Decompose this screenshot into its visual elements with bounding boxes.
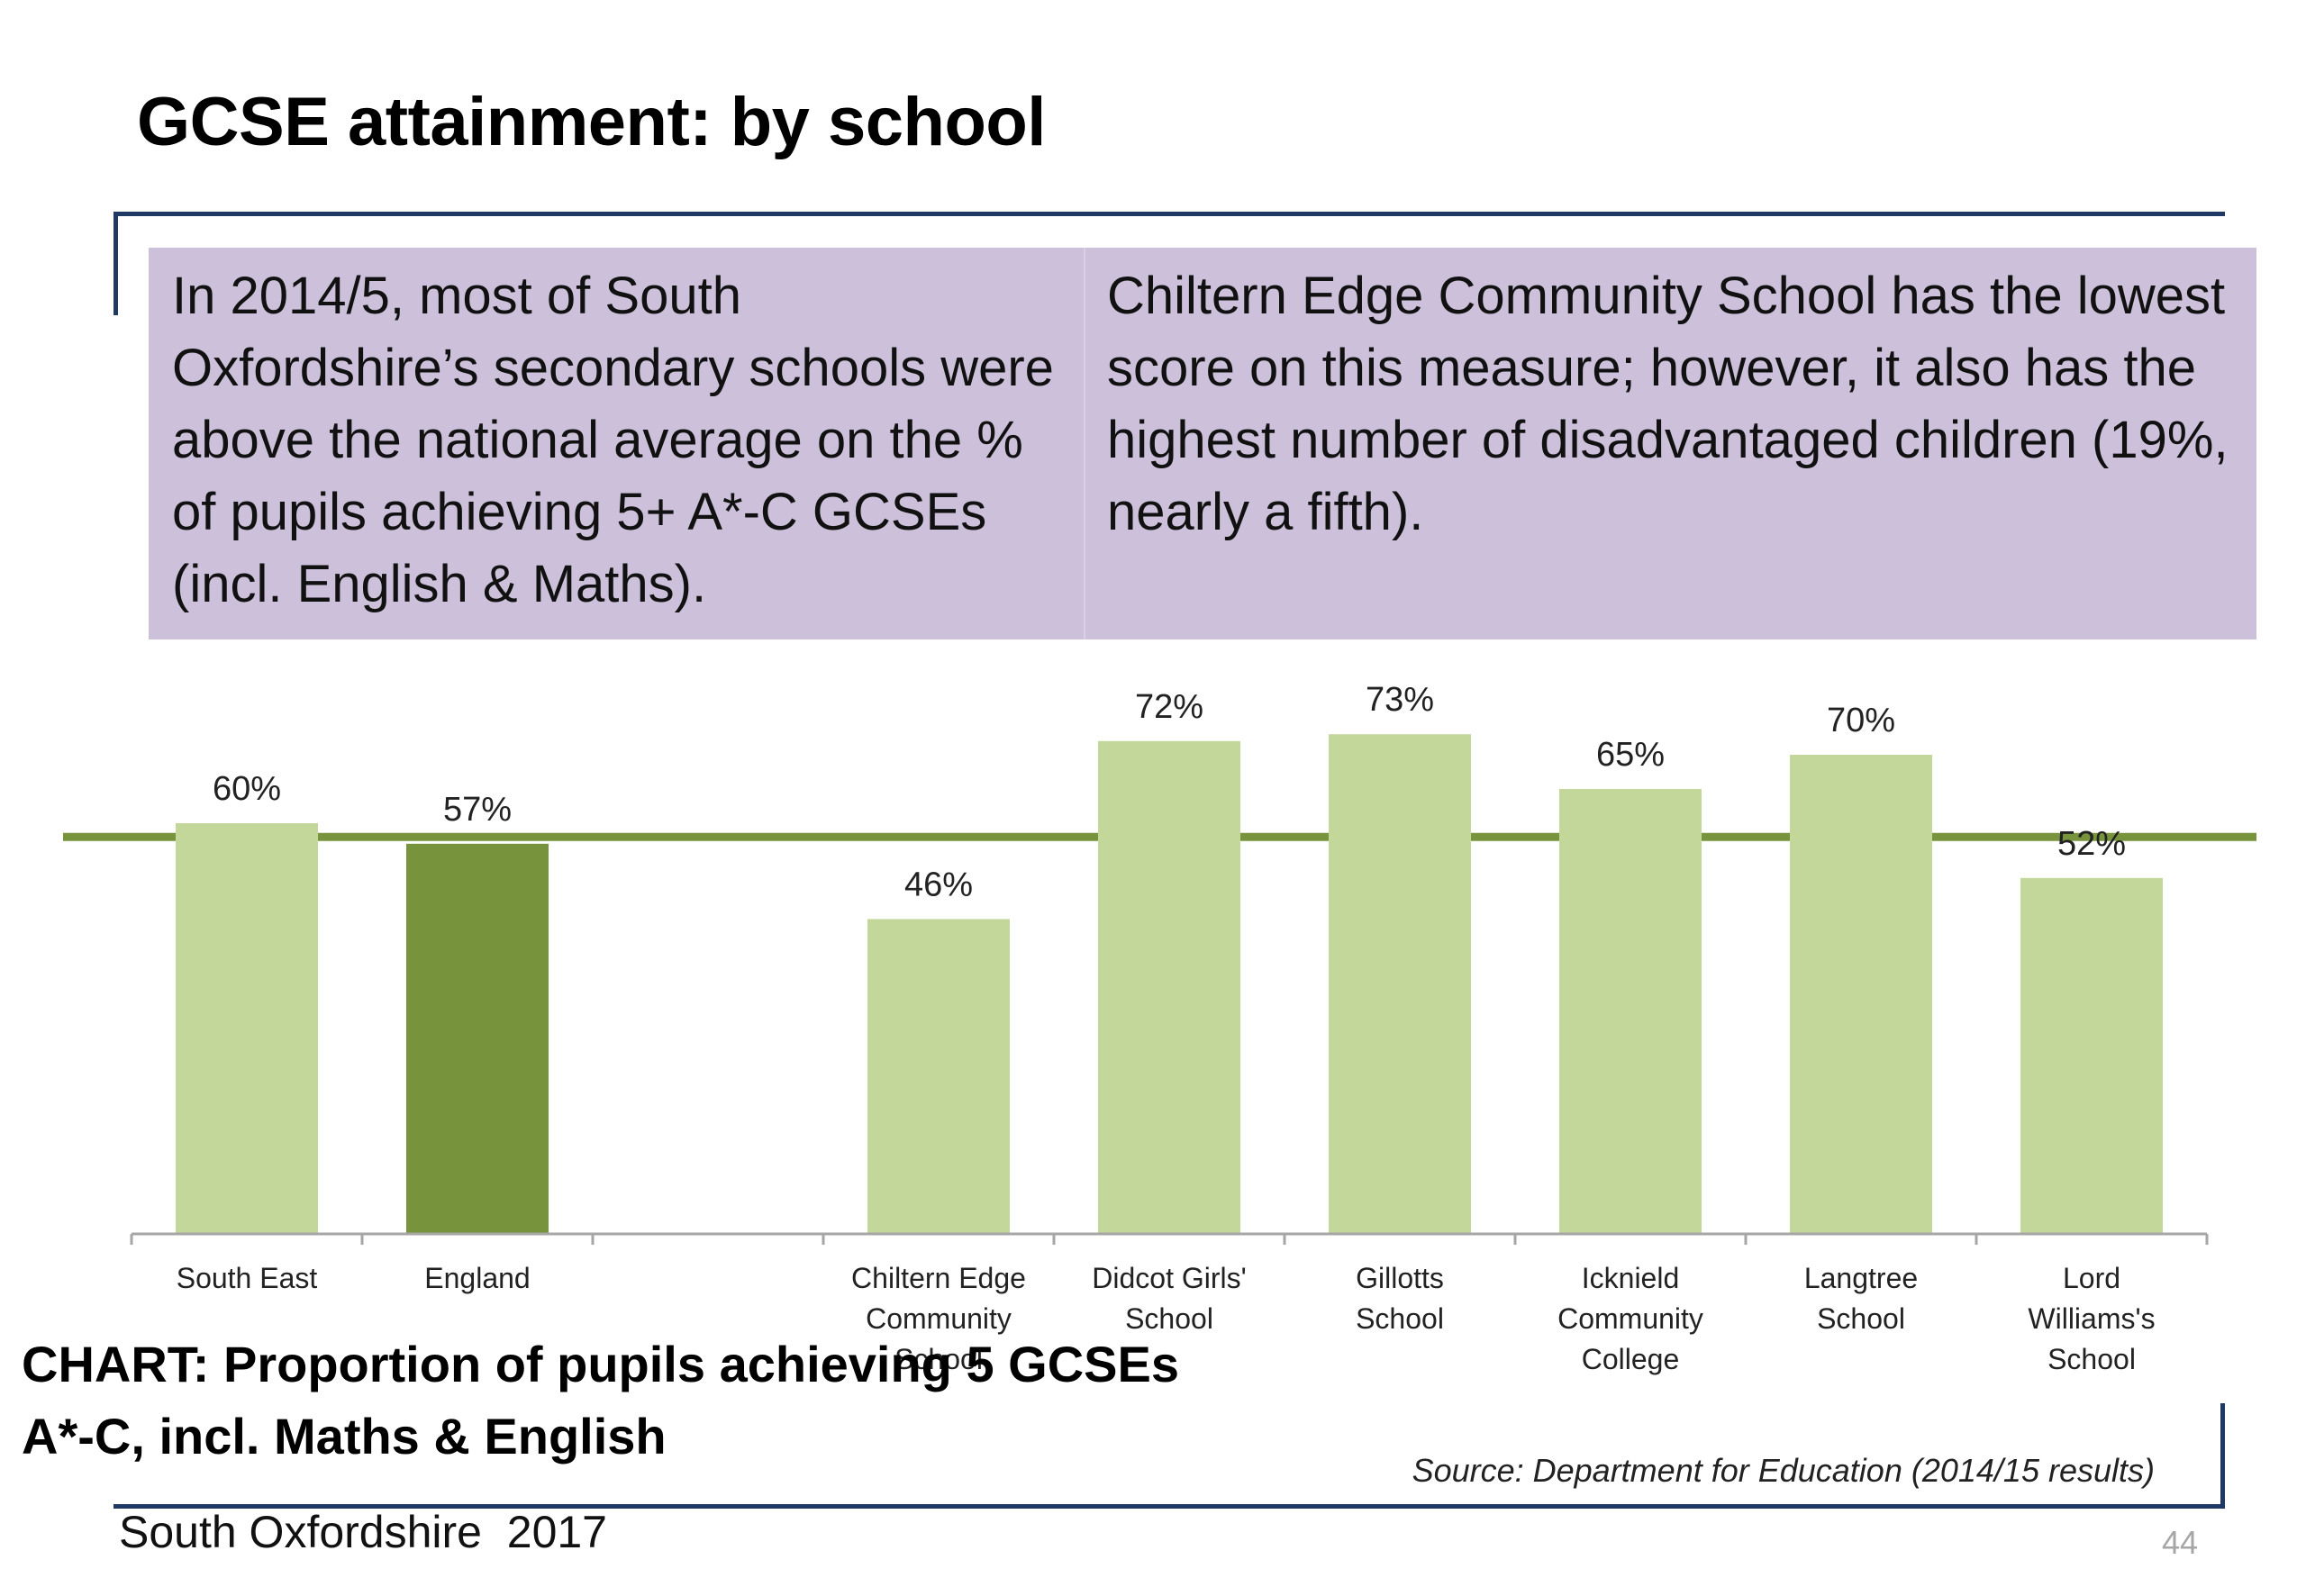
slide-title: GCSE attainment: by school: [137, 84, 1046, 160]
callout-box: In 2014/5, most of South Oxfordshire’s s…: [149, 248, 2256, 639]
category-label: Gillotts School: [1356, 1262, 1444, 1335]
category-label: England: [424, 1262, 530, 1294]
bar: [2020, 877, 2163, 1234]
data-label: 46%: [904, 866, 973, 903]
bar: [1559, 789, 1702, 1234]
data-label: 52%: [2057, 825, 2126, 863]
data-label: 65%: [1596, 736, 1665, 774]
bar: [1329, 734, 1471, 1234]
callout-right-text: Chiltern Edge Community School has the l…: [1084, 248, 2256, 639]
frame-bottom-rule: [113, 1504, 2225, 1509]
data-label: 60%: [213, 770, 281, 808]
source-note: Source: Department for Education (2014/1…: [1412, 1452, 2155, 1489]
frame-top-rule: [113, 212, 2225, 216]
category-label: Chiltern Edge Community School: [851, 1262, 1026, 1375]
page-number: 44: [2161, 1524, 2198, 1561]
bar: [867, 919, 1010, 1234]
category-label: Langtree School: [1804, 1262, 1918, 1335]
category-label: Didcot Girls' School: [1092, 1262, 1246, 1335]
bar: [1790, 755, 1932, 1234]
bar: [1098, 740, 1240, 1234]
data-label: 72%: [1135, 688, 1203, 726]
bar-chart: 60% South East 57% England 46% Chiltern Edge C…: [63, 681, 2256, 1375]
data-label: 57%: [443, 791, 512, 829]
callout-left-text: In 2014/5, most of South Oxfordshire’s s…: [172, 267, 1054, 613]
bar: [176, 823, 318, 1234]
data-label: 70%: [1827, 702, 1895, 739]
category-label: Lord Williams's School: [2028, 1262, 2155, 1375]
category-label: South East: [177, 1262, 318, 1294]
bar: [406, 843, 549, 1234]
category-label: Icknield Community College: [1557, 1262, 1703, 1375]
frame-left-rule: [113, 212, 118, 315]
data-label: 73%: [1366, 681, 1434, 719]
frame-right-rule: [2220, 1403, 2225, 1509]
chart-caption: CHART: Proportion of pupils achieving 5 …: [22, 1336, 1179, 1465]
footer-text: South Oxfordshire 2017: [119, 1507, 607, 1557]
